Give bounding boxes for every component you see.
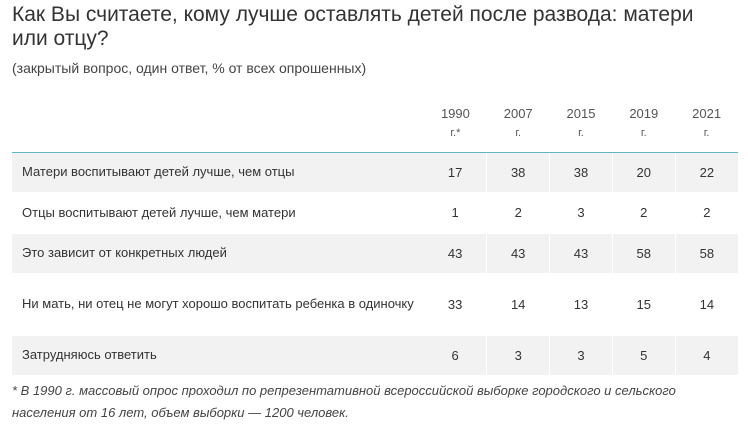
header-year-2015: 2015 г. [549, 90, 613, 153]
header-year-suffix: г.* [450, 127, 461, 139]
header-year: 2007 [503, 106, 533, 121]
cell-value: 2 [674, 192, 738, 234]
header-year: 2015 [566, 106, 596, 121]
cell-value: 58 [674, 233, 738, 274]
row-label: Отцы воспитывают детей лучше, чем матери [12, 192, 424, 234]
row-label: Затрудняюсь ответить [12, 335, 424, 376]
header-year-2019: 2019 г. [612, 90, 676, 153]
cell-value: 58 [611, 233, 676, 274]
cell-value: 38 [549, 152, 613, 193]
row-label: Ни мать, ни отец не могут хорошо воспита… [12, 273, 424, 336]
header-year-2021: 2021 г. [675, 90, 738, 153]
cell-value: 43 [486, 233, 550, 274]
header-year: 1990 [440, 106, 470, 121]
cell-value: 17 [424, 152, 487, 193]
header-year: 2021 [692, 106, 722, 121]
poll-results-table: 1990 г.* 2007 г. 2015 г. 2019 г. 2021 г.… [12, 90, 738, 376]
header-year-1990: 1990 г.* [424, 90, 487, 153]
cell-value: 13 [549, 273, 613, 336]
cell-value: 33 [424, 273, 487, 336]
header-year: 2019 [629, 106, 659, 121]
cell-value: 43 [549, 233, 613, 274]
cell-value: 20 [611, 152, 676, 193]
cell-value: 6 [424, 335, 487, 376]
row-label: Это зависит от конкретных людей [12, 233, 424, 274]
cell-value: 38 [486, 152, 550, 193]
header-year-2007: 2007 г. [486, 90, 550, 153]
table-row: Затрудняюсь ответить 6 3 3 5 4 [12, 335, 738, 376]
cell-value: 14 [486, 273, 550, 336]
header-label-cell [12, 90, 424, 153]
cell-value: 2 [486, 192, 550, 234]
table-subtitle: (закрытый вопрос, один ответ, % от всех … [12, 60, 367, 76]
page-title: Как Вы считаете, кому лучше оставлять де… [12, 3, 694, 50]
cell-value: 2 [611, 192, 676, 234]
cell-value: 1 [424, 192, 487, 234]
footnote: * В 1990 г. массовый опрос проходил по р… [12, 383, 676, 420]
cell-value: 15 [611, 273, 676, 336]
table-row: Это зависит от конкретных людей 43 43 43… [12, 233, 738, 274]
cell-value: 3 [549, 335, 613, 376]
cell-value: 4 [674, 335, 738, 376]
header-year-suffix: г. [578, 127, 584, 139]
header-year-suffix: г. [703, 127, 710, 139]
table-header-row: 1990 г.* 2007 г. 2015 г. 2019 г. 2021 г. [12, 90, 738, 153]
cell-value: 5 [611, 335, 676, 376]
cell-value: 43 [424, 233, 487, 274]
cell-value: 22 [674, 152, 738, 193]
header-year-suffix: г. [640, 127, 647, 139]
header-year-suffix: г. [515, 127, 522, 139]
cell-value: 14 [674, 273, 738, 336]
table-row: Матери воспитывают детей лучше, чем отцы… [12, 152, 738, 193]
table-row: Ни мать, ни отец не могут хорошо воспита… [12, 273, 738, 336]
row-label: Матери воспитывают детей лучше, чем отцы [12, 152, 424, 193]
cell-value: 3 [486, 335, 550, 376]
cell-value: 3 [549, 192, 613, 234]
table-row: Отцы воспитывают детей лучше, чем матери… [12, 192, 738, 234]
